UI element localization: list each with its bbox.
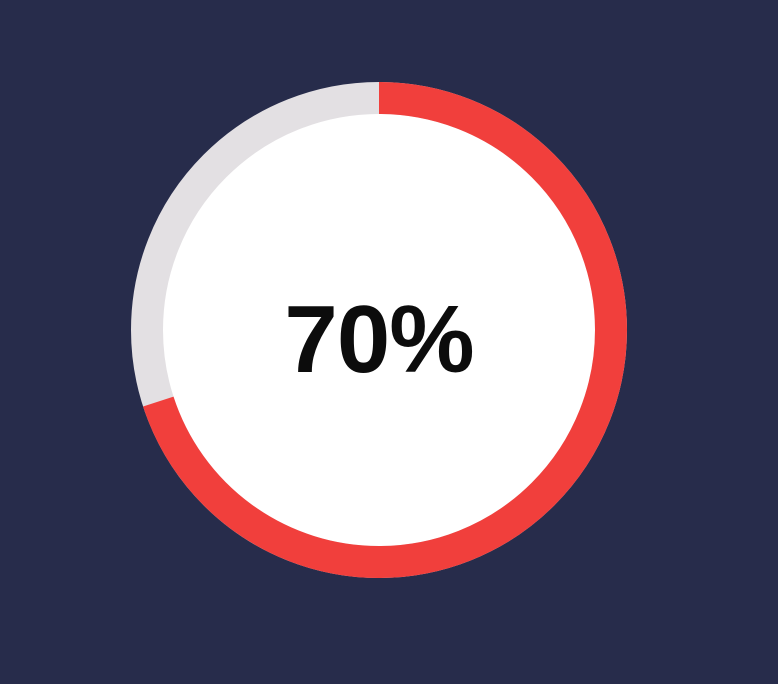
progress-percentage-label: 70% [284, 286, 474, 393]
progress-fill-arc [131, 82, 627, 578]
progress-inner-disc [147, 98, 611, 562]
